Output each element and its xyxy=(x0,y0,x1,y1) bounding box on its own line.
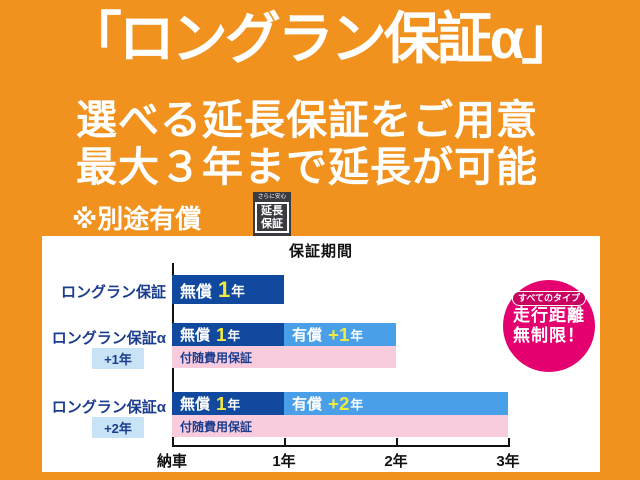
paid-option-note: ※別途有償 xyxy=(72,204,202,234)
bar-alpha1-incidental-cost: 付随費用保証 xyxy=(172,346,396,368)
bar-alpha2-free: 無償 1 年 xyxy=(172,392,284,415)
chart-title: 保証期間 xyxy=(288,243,353,260)
x-axis-tick xyxy=(508,438,510,445)
x-axis-line xyxy=(172,445,510,447)
stamp-box: 延長 保証 xyxy=(255,202,289,234)
row-sublabel-plus1: +1年 xyxy=(92,348,144,369)
bar-years-number: 1 xyxy=(216,323,227,345)
stamp-top-text: さらに安心 xyxy=(257,194,287,200)
bar-alpha1-free: 無償 1 年 xyxy=(172,323,284,346)
bar-years-number: +2 xyxy=(328,392,350,414)
bar-years-number: 1 xyxy=(216,392,227,414)
bar-years-unit: 年 xyxy=(350,328,364,343)
bar-kind-text: 有償 xyxy=(292,327,323,344)
x-axis-tick xyxy=(396,438,398,445)
row-label-longrun-alpha-2: ロングラン保証α xyxy=(51,399,166,416)
stamp-line-2: 保証 xyxy=(261,217,283,230)
x-axis-tick xyxy=(284,438,286,445)
bar-years-unit: 年 xyxy=(231,283,245,299)
bar-years-unit: 年 xyxy=(227,397,241,412)
badge-line-unlimited: 無制限！ xyxy=(513,325,585,345)
bar-years-unit: 年 xyxy=(227,328,241,343)
warranty-chart-panel: 保証期間 ロングラン保証 ロングラン保証α +1年 ロングラン保証α +2年 無… xyxy=(42,236,600,472)
x-tick-label-year1: 1年 xyxy=(272,453,296,470)
bar-alpha2-paid: 有償 +2 年 xyxy=(284,392,508,415)
row-label-longrun: ロングラン保証 xyxy=(60,284,166,301)
incidental-cost-label: 付随費用保証 xyxy=(180,350,253,365)
bar-years-number: +1 xyxy=(328,323,350,345)
stamp-line-1: 延長 xyxy=(261,205,283,217)
unlimited-mileage-badge: すべてのタイプ 走行距離 無制限！ xyxy=(503,280,595,372)
row-sublabel-plus2: +2年 xyxy=(92,417,144,438)
bar-kind-text: 有償 xyxy=(292,396,323,413)
subtitle-line-2: 最大３年まで延長が可能 xyxy=(76,144,538,190)
row-label-longrun-alpha-1: ロングラン保証α xyxy=(51,330,166,347)
x-tick-label-delivery: 納車 xyxy=(156,453,187,470)
bar-alpha1-paid: 有償 +1 年 xyxy=(284,323,396,346)
x-tick-label-year2: 2年 xyxy=(384,453,408,470)
bar-years-unit: 年 xyxy=(350,397,364,412)
bar-kind-text: 無償 xyxy=(180,396,211,413)
extended-warranty-stamp-icon: さらに安心 延長 保証 xyxy=(253,192,291,237)
bar-kind-text: 無償 xyxy=(180,327,211,344)
bar-years-number: 1 xyxy=(218,276,231,302)
x-tick-label-year3: 3年 xyxy=(496,453,520,470)
badge-pill-all-types: すべてのタイプ xyxy=(511,291,586,306)
subtitle-line-1: 選べる延長保証をご用意 xyxy=(76,97,538,143)
bar-longrun-free: 無償 1 年 xyxy=(172,275,284,304)
bar-kind-text: 無償 xyxy=(180,283,213,301)
bar-alpha2-incidental-cost: 付随費用保証 xyxy=(172,415,508,437)
badge-line-mileage: 走行距離 xyxy=(513,306,585,325)
incidental-cost-label: 付随費用保証 xyxy=(180,419,253,434)
chart-plot-area: 無償 1 年 無償 1 年 有償 +1 年 付随費用保証 無償 1 年 有償 +… xyxy=(157,236,542,472)
page-title: 「ロングラン保証α」 xyxy=(65,7,577,70)
